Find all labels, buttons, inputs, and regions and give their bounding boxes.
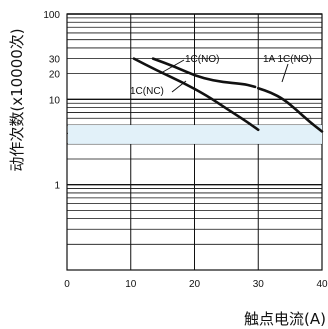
annotations: 1C(NO) 1C(NC) 1A 1C(NO) [130, 54, 312, 97]
x-tick-label: 0 [64, 279, 70, 290]
y-tick-label: 20 [49, 70, 61, 81]
annotation-leader-2 [281, 63, 289, 83]
x-tick-label: 30 [253, 279, 265, 290]
annotation-leader-0 [160, 59, 185, 74]
y-tick-label: 100 [43, 10, 60, 21]
annotation-label-2: 1A 1C(NO) [263, 54, 312, 65]
annotation-label-0: 1C(NO) [185, 54, 219, 65]
y-tick-label: 10 [49, 95, 61, 106]
series-lines [132, 57, 324, 133]
series-line-1 [132, 57, 260, 132]
tick-labels: 0 10 20 30 40 100 30 20 10 1 [43, 10, 328, 290]
annotation-label-1: 1C(NC) [130, 86, 164, 97]
y-axis-label: 动作次数(x10000次) [8, 28, 26, 171]
series-line-2 [256, 86, 324, 133]
annotation-leader-1 [171, 80, 187, 93]
highlight-band [68, 125, 322, 144]
x-axis-label: 触点电流(A) [244, 310, 326, 328]
y-tick-label: 1 [54, 181, 60, 192]
x-tick-label: 20 [189, 279, 201, 290]
x-tick-label: 40 [316, 279, 328, 290]
x-tick-label: 10 [125, 279, 137, 290]
series-line-0 [151, 57, 257, 89]
y-tick-label: 30 [49, 55, 61, 66]
